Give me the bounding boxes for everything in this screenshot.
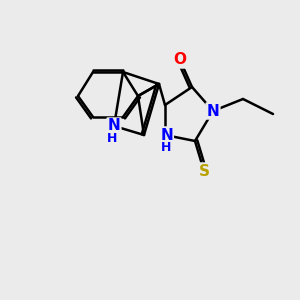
Text: S: S — [199, 164, 209, 178]
Text: H: H — [161, 141, 172, 154]
Text: N: N — [160, 128, 173, 142]
Text: H: H — [106, 132, 117, 145]
Text: N: N — [207, 103, 219, 118]
Text: N: N — [108, 118, 120, 134]
Text: O: O — [173, 52, 187, 68]
